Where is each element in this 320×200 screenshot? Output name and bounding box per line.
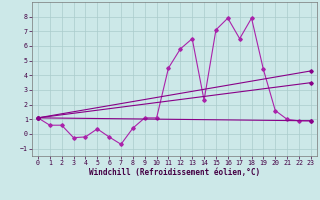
X-axis label: Windchill (Refroidissement éolien,°C): Windchill (Refroidissement éolien,°C) xyxy=(89,168,260,177)
